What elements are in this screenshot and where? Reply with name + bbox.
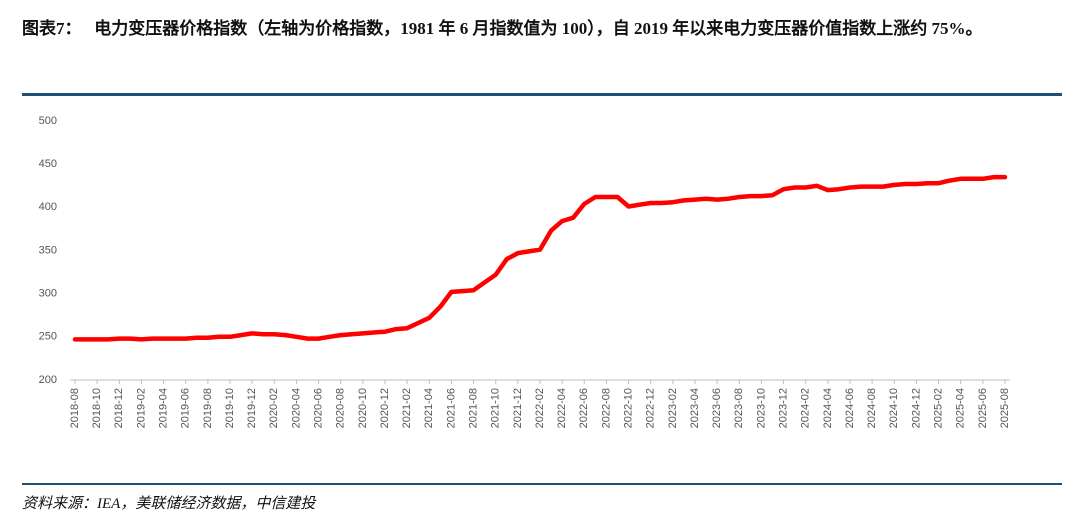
x-tick-label: 2022-08 [600,388,612,428]
x-tick-label: 2018-08 [69,388,81,428]
x-tick-label: 2019-04 [157,388,169,428]
x-tick-label: 2019-10 [224,388,236,428]
x-tick-label: 2019-08 [202,388,214,428]
x-tick-label: 2023-08 [733,388,745,428]
x-tick-label: 2024-10 [888,388,900,428]
top-rule [22,93,1062,96]
x-tick-label: 2021-10 [490,388,502,428]
x-tick-label: 2022-12 [645,388,657,428]
x-tick-label: 2024-08 [866,388,878,428]
x-tick-label: 2025-08 [999,388,1011,428]
x-tick-label: 2023-06 [711,388,723,428]
x-tick-label: 2019-02 [135,388,147,428]
x-tick-label: 2018-10 [91,388,103,428]
x-tick-label: 2019-12 [246,388,258,428]
x-tick-label: 2022-06 [578,388,590,428]
x-tick-label: 2024-12 [910,388,922,428]
x-tick-label: 2021-02 [401,388,413,428]
x-tick-label: 2024-02 [800,388,812,428]
x-tick-label: 2021-06 [445,388,457,428]
x-tick-label: 2020-10 [357,388,369,428]
source-note: 资料来源：IEA，美联储经济数据，中信建投 [22,496,316,512]
x-tick-label: 2024-04 [822,388,834,428]
x-tick-label: 2021-04 [423,388,435,428]
x-tick-label: 2018-12 [113,388,125,428]
y-tick-label: 350 [39,244,57,256]
x-tick-label: 2023-10 [755,388,767,428]
y-tick-label: 300 [39,288,57,300]
x-tick-label: 2022-10 [622,388,634,428]
x-tick-label: 2020-04 [290,388,302,428]
x-tick-label: 2023-02 [667,388,679,428]
x-tick-label: 2025-02 [932,388,944,428]
data-line [72,174,1008,342]
x-tick-label: 2022-02 [534,388,546,428]
bottom-rule [22,483,1062,485]
x-tick-label: 2020-06 [312,388,324,428]
x-tick-label: 2019-06 [180,388,192,428]
x-tick-label: 2020-08 [335,388,347,428]
x-tick-label: 2021-08 [467,388,479,428]
chart-title: 图表7： 电力变压器价格指数（左轴为价格指数，1981 年 6 月指数值为 10… [22,19,983,38]
y-tick-label: 400 [39,201,57,213]
x-tick-label: 2022-04 [556,388,568,428]
y-tick-label: 250 [39,331,57,343]
x-tick-label: 2023-12 [777,388,789,428]
x-tick-label: 2020-12 [379,388,391,428]
y-tick-label: 450 [39,158,57,170]
y-tick-label: 200 [39,374,57,386]
x-tick-label: 2023-04 [689,388,701,428]
y-tick-label: 500 [39,115,57,127]
x-tick-label: 2025-04 [955,388,967,428]
x-tick-label: 2020-02 [268,388,280,428]
x-tick-label: 2024-06 [844,388,856,428]
x-tick-label: 2025-06 [977,388,989,428]
x-tick-label: 2021-12 [512,388,524,428]
